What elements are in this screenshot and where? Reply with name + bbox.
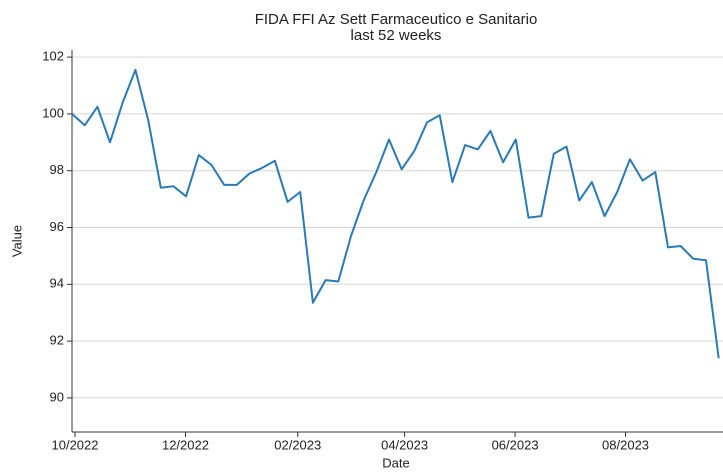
x-axis-label: Date xyxy=(382,455,409,470)
y-tick-label: 102 xyxy=(42,49,64,64)
x-tick-label: 06/2023 xyxy=(492,437,539,452)
line-series xyxy=(71,68,720,359)
y-tick-label: 100 xyxy=(42,105,64,120)
y-tick-label: 94 xyxy=(50,276,64,291)
y-axis-label: Value xyxy=(9,225,24,257)
y-tick-label: 90 xyxy=(50,389,64,404)
chart-title: FIDA FFI Az Sett Farmaceutico e Sanitari… xyxy=(255,11,538,28)
x-tick-label: 02/2023 xyxy=(274,437,321,452)
y-tick-label: 96 xyxy=(50,219,64,234)
x-tick-label: 10/2022 xyxy=(52,437,99,452)
x-tick-label: 08/2023 xyxy=(602,437,649,452)
y-tick-label: 92 xyxy=(50,333,64,348)
y-tick-label: 98 xyxy=(50,162,64,177)
x-tick-label: 04/2023 xyxy=(381,437,428,452)
chart-subtitle: last 52 weeks xyxy=(351,27,442,44)
x-tick-label: 12/2022 xyxy=(162,437,209,452)
